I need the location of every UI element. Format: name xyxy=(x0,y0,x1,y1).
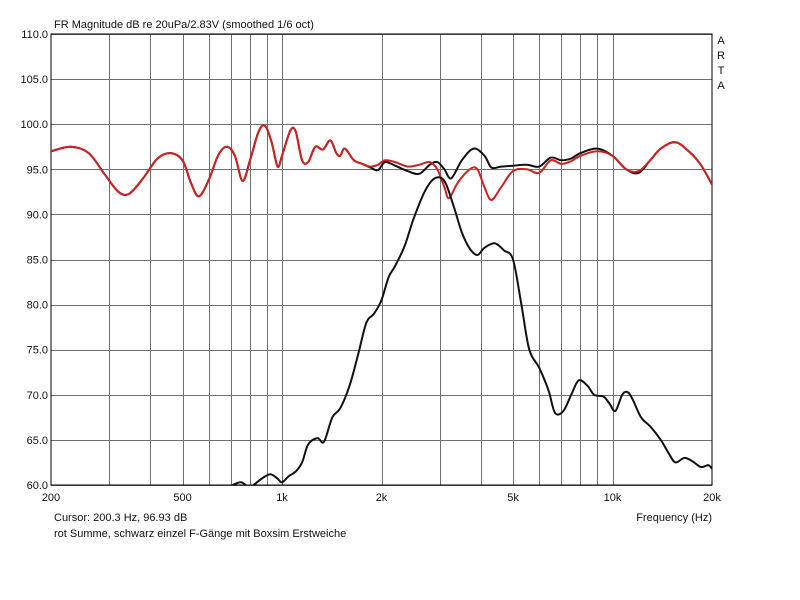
x-tick-label: 20k xyxy=(703,492,721,504)
cursor-readout: Cursor: 200.3 Hz, 96.93 dB xyxy=(54,512,187,524)
series-layer xyxy=(51,124,712,485)
chart-note: rot Summe, schwarz einzel F-Gänge mit Bo… xyxy=(54,528,346,540)
y-tick-label: 105.0 xyxy=(20,74,48,86)
y-tick-label: 70.0 xyxy=(27,390,48,402)
y-tick-label: 110.0 xyxy=(21,29,48,41)
y-tick-label: 100.0 xyxy=(20,119,48,131)
red-sum-curve xyxy=(51,124,712,201)
plot-frame xyxy=(50,33,713,486)
y-tick-label: 80.0 xyxy=(27,300,48,312)
y-tick-label: 75.0 xyxy=(27,345,48,357)
y-tick-labels: 110.0 105.0 100.0 95.0 90.0 85.0 80.0 75.0 70.0 6… xyxy=(20,29,48,492)
brand-letter: R xyxy=(717,50,725,62)
chart-title: FR Magnitude dB re 20uPa/2.83V (smoothed… xyxy=(54,19,314,31)
y-tick-label: 60.0 xyxy=(27,480,48,492)
x-tick-label: 10k xyxy=(604,492,622,504)
brand-letter: A xyxy=(717,35,725,47)
x-tick-labels: 200 500 1k 2k 5k 10k 20k xyxy=(42,492,722,504)
brand-letter: A xyxy=(717,80,725,92)
brand-letter: T xyxy=(718,65,725,77)
x-axis-label: Frequency (Hz) xyxy=(636,512,712,524)
y-tick-label: 65.0 xyxy=(27,435,48,447)
y-tick-label: 95.0 xyxy=(27,164,48,176)
x-tick-label: 200 xyxy=(42,492,60,504)
x-tick-label: 1k xyxy=(276,492,288,504)
x-tick-label: 5k xyxy=(507,492,519,504)
y-tick-label: 85.0 xyxy=(27,255,48,267)
x-tick-label: 500 xyxy=(173,492,191,504)
y-tick-label: 90.0 xyxy=(27,209,48,221)
x-tick-label: 2k xyxy=(376,492,388,504)
black-curve-2 xyxy=(230,176,712,485)
